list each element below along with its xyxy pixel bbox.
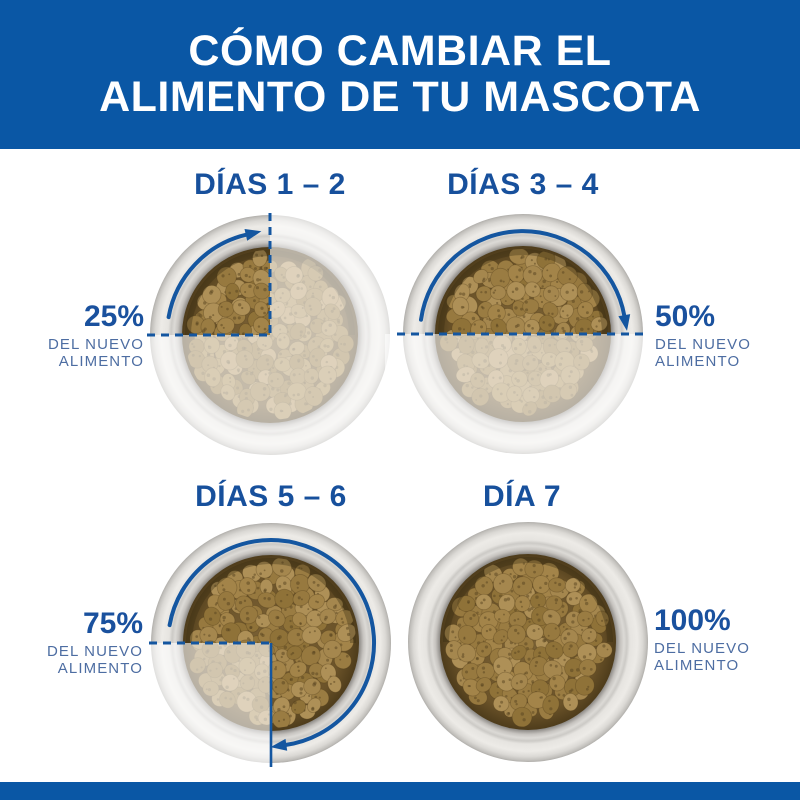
step-title-day-7: DÍA 7 [482, 480, 562, 513]
percent-value: 75% [82, 607, 143, 640]
caption-line-1: DEL NUEVO [46, 643, 143, 660]
arrowhead [618, 314, 631, 331]
caption-line-2: ALIMENTO [655, 353, 741, 371]
percent-value: 50% [655, 300, 716, 333]
caption-line-2: ALIMENTO [57, 660, 143, 678]
caption-line-1: DEL NUEVO [654, 640, 751, 657]
bowl-step-2 [385, 214, 661, 472]
percent-label-25: 25% DEL NUEVO ALIMENTO [48, 302, 144, 371]
kibble [189, 558, 356, 728]
fade-overlay [385, 334, 661, 472]
step-title-days-3-4: DÍAS 3 – 4 [447, 168, 599, 201]
bowl-step-3 [133, 523, 391, 781]
percent-value: 100% [654, 604, 731, 637]
header-banner: CÓMO CAMBIAR EL ALIMENTO DE TU MASCOTA [0, 0, 800, 149]
caption-line-2: ALIMENTO [654, 657, 740, 675]
percent-value: 25% [83, 300, 144, 333]
arc-arrow [419, 229, 627, 322]
percent-label-75: 75% DEL NUEVO ALIMENTO [47, 609, 143, 678]
header-title-line2: ALIMENTO DE TU MASCOTA [99, 72, 701, 121]
header-title-line1: CÓMO CAMBIAR EL [188, 26, 612, 75]
kibble [444, 557, 613, 727]
step-title-days-5-6: DÍAS 5 – 6 [195, 480, 347, 513]
arrowhead [244, 229, 262, 241]
percent-label-100: 100% DEL NUEVO ALIMENTO [654, 606, 750, 675]
arrowhead [270, 738, 288, 751]
bowl-step-4 [408, 522, 648, 762]
step-title-days-1-2: DÍAS 1 – 2 [194, 168, 346, 201]
percent-label-50: 50% DEL NUEVO ALIMENTO [655, 302, 751, 371]
fade-overlay [133, 643, 271, 781]
caption-line-1: DEL NUEVO [655, 336, 752, 353]
bowl-step-1 [132, 197, 408, 473]
arc-arrow [166, 232, 249, 320]
footer-bar [0, 782, 800, 800]
caption-line-1: DEL NUEVO [47, 336, 144, 353]
arc-arrow [167, 538, 376, 747]
fade-overlay [132, 335, 270, 473]
caption-line-2: ALIMENTO [58, 353, 144, 371]
